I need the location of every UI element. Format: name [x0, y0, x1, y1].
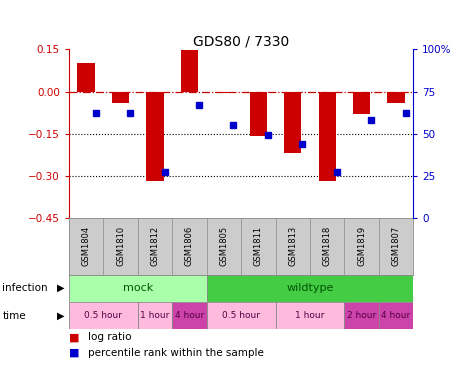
Text: wildtype: wildtype — [286, 283, 333, 293]
Bar — [379, 302, 413, 329]
Bar — [69, 274, 207, 302]
Title: GDS80 / 7330: GDS80 / 7330 — [193, 34, 289, 48]
Text: infection: infection — [2, 283, 48, 293]
Text: GSM1811: GSM1811 — [254, 226, 263, 266]
Bar — [388, 92, 405, 103]
Text: ▶: ▶ — [57, 311, 64, 321]
Text: 2 hour: 2 hour — [347, 311, 376, 320]
Bar — [284, 92, 301, 153]
Bar — [319, 92, 336, 181]
Text: 0.5 hour: 0.5 hour — [85, 311, 123, 320]
Bar — [181, 50, 198, 92]
Bar — [146, 92, 163, 181]
Bar — [172, 302, 207, 329]
Bar — [215, 92, 232, 93]
Text: GSM1818: GSM1818 — [323, 226, 332, 266]
Bar — [207, 274, 413, 302]
Text: GSM1806: GSM1806 — [185, 226, 194, 266]
Text: GSM1819: GSM1819 — [357, 226, 366, 266]
Text: GSM1813: GSM1813 — [288, 226, 297, 266]
Bar — [207, 302, 276, 329]
Bar — [77, 63, 95, 92]
Bar — [69, 302, 138, 329]
Text: ▶: ▶ — [57, 283, 64, 293]
Bar — [138, 302, 172, 329]
Text: GSM1804: GSM1804 — [82, 226, 91, 266]
Bar — [112, 92, 129, 103]
Text: 0.5 hour: 0.5 hour — [222, 311, 260, 320]
Text: GSM1810: GSM1810 — [116, 226, 125, 266]
Text: 4 hour: 4 hour — [175, 311, 204, 320]
Text: ■: ■ — [69, 332, 79, 342]
Bar — [344, 302, 379, 329]
Text: ■: ■ — [69, 348, 79, 358]
Text: 4 hour: 4 hour — [381, 311, 411, 320]
Text: time: time — [2, 311, 26, 321]
Text: log ratio: log ratio — [88, 332, 132, 342]
Text: GSM1812: GSM1812 — [151, 226, 160, 266]
Text: GSM1805: GSM1805 — [219, 226, 228, 266]
Bar — [276, 302, 344, 329]
Text: 1 hour: 1 hour — [140, 311, 170, 320]
Bar — [250, 92, 267, 137]
Bar — [353, 92, 370, 114]
Text: 1 hour: 1 hour — [295, 311, 324, 320]
Text: GSM1807: GSM1807 — [391, 226, 400, 266]
Text: percentile rank within the sample: percentile rank within the sample — [88, 348, 264, 358]
Text: mock: mock — [123, 283, 153, 293]
